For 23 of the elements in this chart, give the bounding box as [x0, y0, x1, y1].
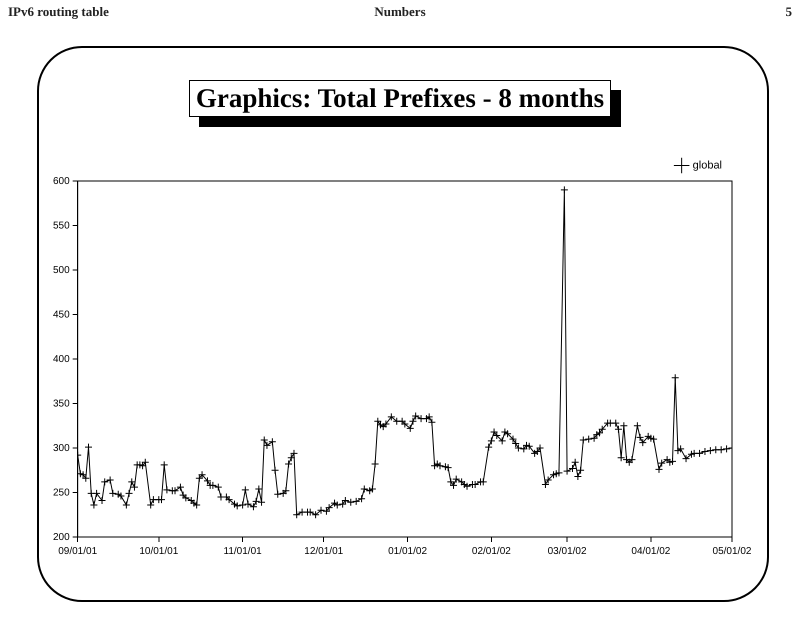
x-tick-label: 09/01/01 [58, 546, 98, 557]
x-tick-label: 03/01/02 [548, 546, 587, 557]
x-tick-label: 11/01/01 [224, 546, 262, 557]
x-tick-label: 01/01/02 [388, 546, 428, 557]
y-tick-label: 300 [52, 442, 70, 454]
x-tick-label: 10/01/01 [139, 546, 179, 557]
text: 5 [786, 4, 792, 19]
y-tick-label: 450 [52, 309, 70, 320]
legend-label: global [692, 160, 722, 172]
y-tick-label: 550 [52, 220, 70, 232]
x-tick-label: 04/01/02 [631, 546, 671, 557]
text: IPv6 routing table [8, 4, 109, 19]
y-tick-label: 200 [52, 532, 70, 543]
y-tick-label: 500 [52, 264, 70, 276]
x-tick-label: 12/01/01 [304, 546, 344, 557]
y-tick-label: 250 [52, 487, 70, 498]
x-tick-label: 02/01/02 [472, 546, 512, 557]
y-tick-label: 400 [52, 354, 70, 365]
x-tick-label: 05/01/02 [712, 546, 752, 557]
chart-title: Graphics: Total Prefixes - 8 months [188, 80, 612, 117]
y-tick-label: 600 [52, 176, 70, 187]
y-tick-label: 350 [52, 398, 70, 410]
text: Numbers [374, 4, 426, 19]
